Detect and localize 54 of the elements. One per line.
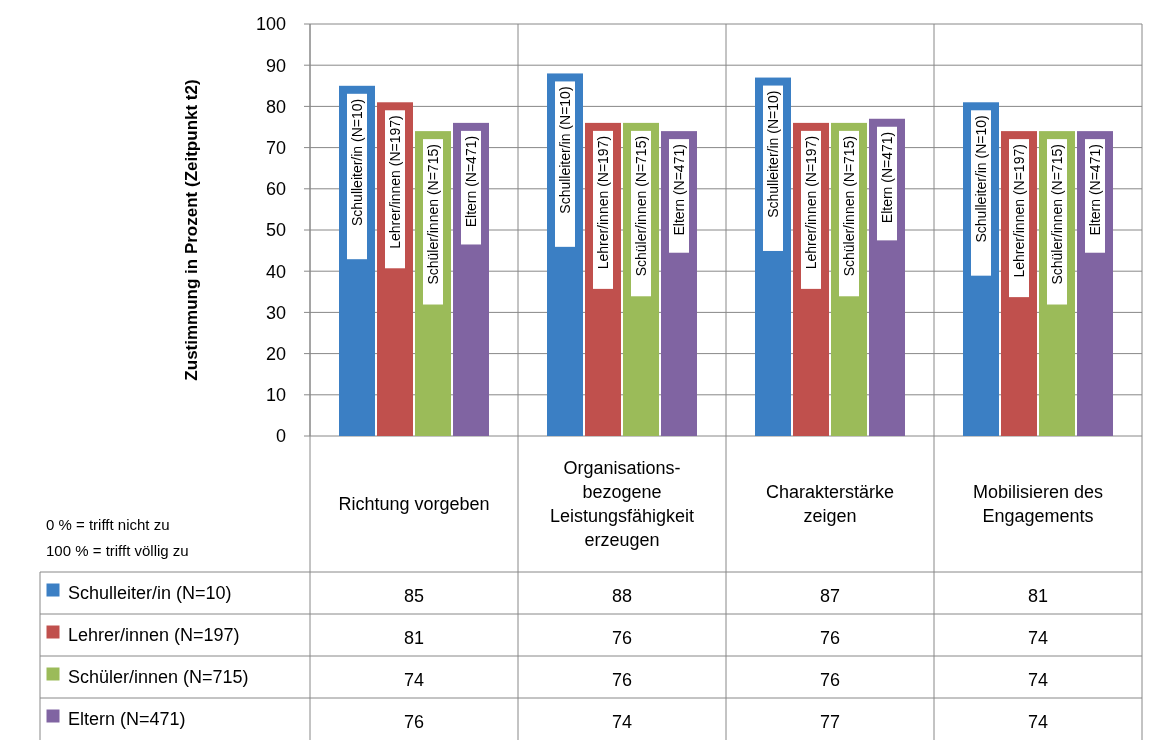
- y-tick-label: 60: [265, 179, 286, 200]
- data-label: 74: [1027, 628, 1049, 649]
- x-tick-label: Richtung vorgeben: [338, 494, 490, 515]
- text: Lehrer/innen (N=197): [387, 115, 403, 249]
- text: Schüler/innen (N=715): [841, 135, 857, 277]
- y-tick-label: 80: [265, 96, 286, 117]
- data-label: 76: [611, 628, 633, 649]
- data-label: 76: [819, 670, 841, 691]
- data-label: 85: [403, 586, 425, 607]
- text: Schüler/innen (N=715): [1049, 144, 1065, 285]
- text: Eltern (N=471): [879, 131, 895, 224]
- text: Schulleiter/in (N=10): [349, 98, 365, 227]
- y-tick-label: 90: [265, 55, 286, 76]
- text: Eltern (N=471): [671, 144, 687, 236]
- data-label: 76: [819, 628, 841, 649]
- text: Lehrer/innen (N=197): [803, 135, 819, 270]
- y-tick-label: 100: [255, 14, 286, 35]
- data-label: 74: [1027, 712, 1049, 733]
- y-tick-label: 20: [265, 343, 286, 364]
- x-tick-label: Organisations-bezogene Leistungsfähigkeit erzeugen: [549, 458, 695, 551]
- legend-label: Schüler/innen (N=715): [68, 667, 249, 688]
- y-tick-label: 30: [265, 302, 286, 323]
- legend-label: Schulleiter/in (N=10): [68, 583, 232, 604]
- text: 0 % = trifft nicht zu: [46, 516, 170, 533]
- data-label: 74: [403, 670, 425, 691]
- text: Lehrer/innen (N=197): [1011, 144, 1027, 278]
- data-label: 87: [819, 586, 841, 607]
- text: 100 % = trifft völlig zu: [46, 542, 189, 559]
- y-tick-label: 10: [265, 385, 286, 406]
- data-label: 81: [403, 628, 425, 649]
- text: Eltern (N=471): [463, 135, 479, 228]
- x-tick-label: Charakterstärke zeigen: [765, 482, 895, 527]
- data-label: 76: [611, 670, 633, 691]
- y-tick-label: 40: [265, 261, 286, 282]
- legend-label: Eltern (N=471): [68, 709, 186, 730]
- text: Eltern (N=471): [1087, 144, 1103, 236]
- x-tick-label: Mobilisieren des Engagements: [972, 482, 1104, 527]
- text: Schulleiter/in (N=10): [765, 90, 781, 218]
- data-label: 74: [1027, 670, 1049, 691]
- text: Schüler/innen (N=715): [425, 144, 441, 285]
- text: Schulleiter/in (N=10): [557, 86, 573, 214]
- text: Schulleiter/in (N=10): [973, 115, 989, 243]
- text: Schüler/innen (N=715): [633, 135, 649, 277]
- y-tick-label: 0: [275, 426, 286, 447]
- data-label: 74: [611, 712, 633, 733]
- data-label: 81: [1027, 586, 1049, 607]
- y-tick-label: 50: [265, 220, 286, 241]
- legend-label: Lehrer/innen (N=197): [68, 625, 240, 646]
- text: Lehrer/innen (N=197): [595, 135, 611, 270]
- data-label: 76: [403, 712, 425, 733]
- y-axis-title: Zustimmung in Prozent (Zeitpunkt t2): [182, 79, 201, 381]
- y-tick-label: 70: [265, 137, 286, 158]
- data-label: 88: [611, 586, 633, 607]
- data-label: 77: [819, 712, 841, 733]
